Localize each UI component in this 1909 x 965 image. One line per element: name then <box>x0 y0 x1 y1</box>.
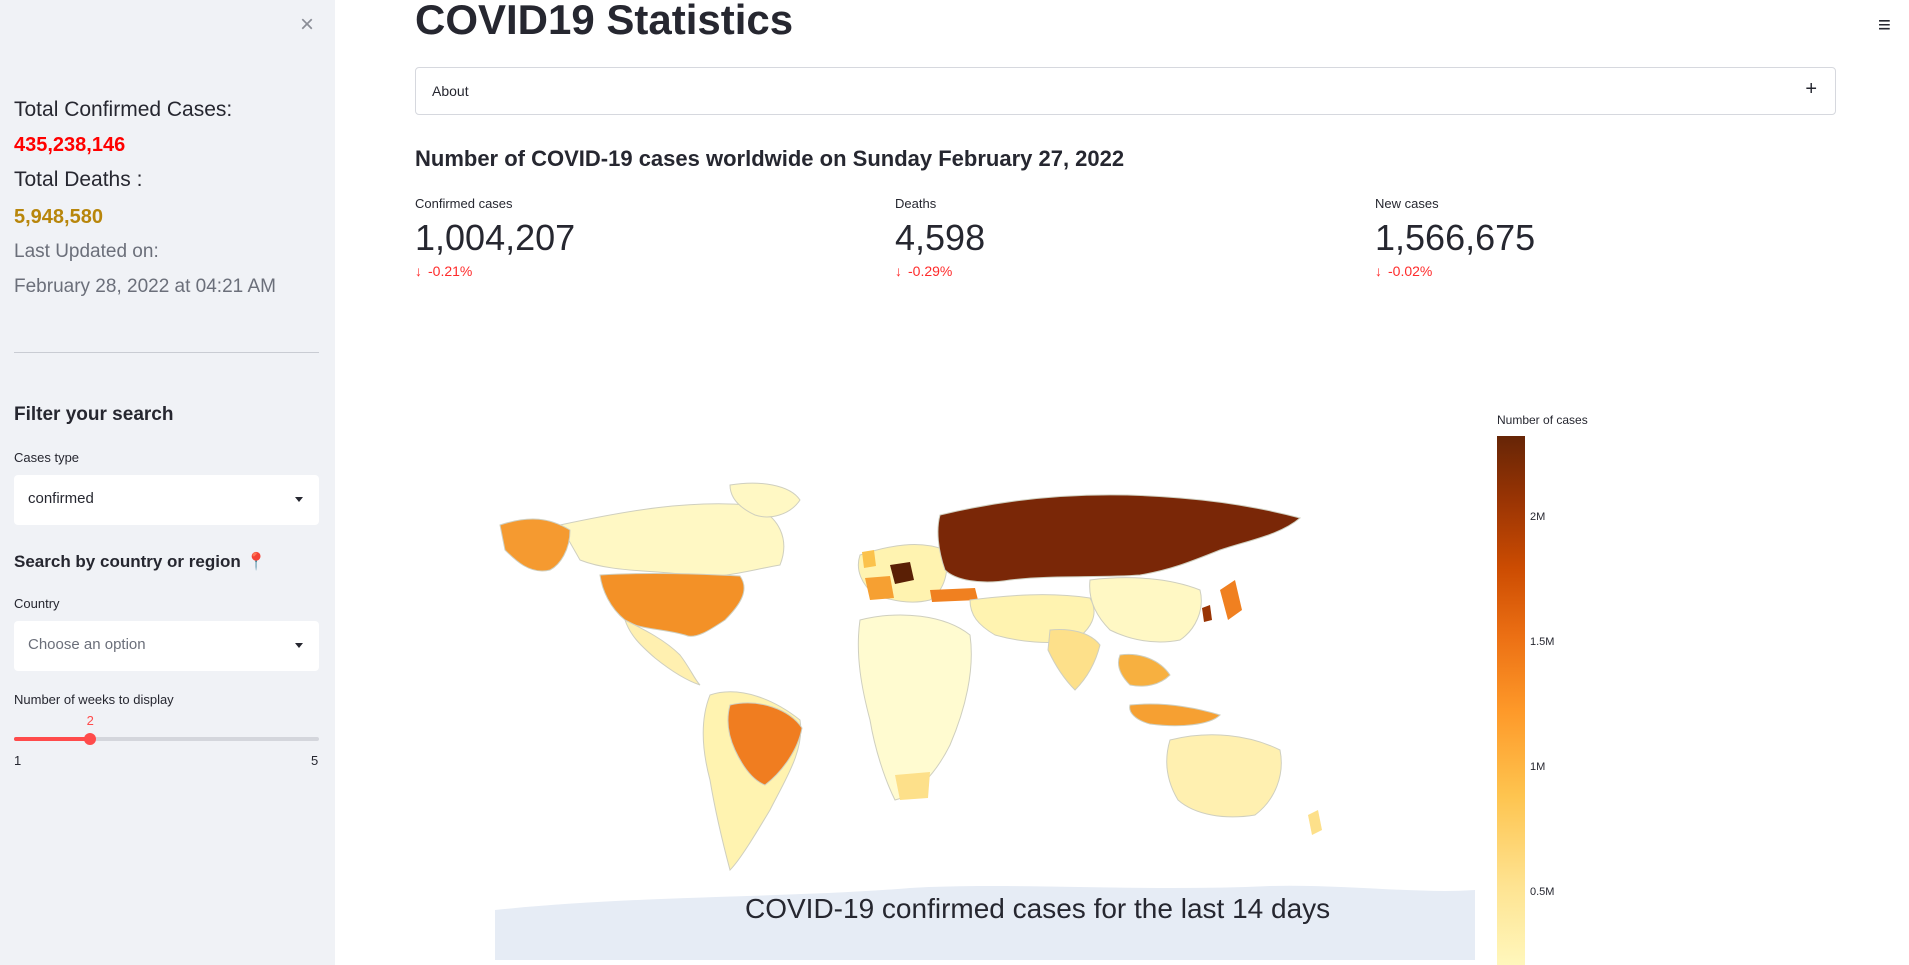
metric-delta: ↓ -0.02% <box>1375 263 1775 279</box>
metric-delta: ↓ -0.21% <box>415 263 815 279</box>
arrow-down-icon: ↓ <box>415 263 422 279</box>
metric-delta-value: -0.21% <box>428 263 473 279</box>
last-updated-label: Last Updated on: <box>14 241 159 262</box>
world-map-svg <box>495 482 1475 960</box>
weeks-label: Number of weeks to display <box>14 692 174 707</box>
metric-label: New cases <box>1375 196 1439 211</box>
cases-type-value: confirmed <box>28 490 94 507</box>
search-heading: Search by country or region 📍 <box>14 552 267 571</box>
brazil-shape <box>727 702 803 786</box>
hamburger-menu-icon[interactable]: ≡ <box>1878 12 1891 37</box>
sidebar-divider <box>14 352 319 353</box>
metric-confirmed: Confirmed cases 1,004,207 ↓ -0.21% <box>415 196 815 279</box>
slider-fill <box>14 737 91 741</box>
about-expander[interactable]: About + <box>415 67 1836 115</box>
colorbar-tick: 1.5M <box>1530 636 1555 648</box>
close-sidebar-icon[interactable]: × <box>299 11 314 38</box>
southeast-asia-shape <box>1117 653 1171 687</box>
slider-value: 2 <box>86 713 94 728</box>
russia-shape <box>937 494 1302 583</box>
total-deaths-value: 5,948,580 <box>14 206 103 228</box>
slider-thumb[interactable] <box>84 733 97 745</box>
slider-min-label: 1 <box>14 753 22 768</box>
chevron-down-icon <box>295 643 303 648</box>
metric-new-cases: New cases 1,566,675 ↓ -0.02% <box>1375 196 1775 279</box>
weeks-slider[interactable]: 2 <box>14 713 319 745</box>
africa-shape <box>857 614 972 801</box>
total-confirmed-label: Total Confirmed Cases: <box>14 98 233 121</box>
total-confirmed-value: 435,238,146 <box>14 134 126 156</box>
about-expander-label: About <box>432 83 469 99</box>
canada-shape <box>559 503 785 577</box>
france-shape <box>865 576 894 600</box>
last-updated-value: February 28, 2022 at 04:21 AM <box>14 276 276 297</box>
page-title: COVID19 Statistics <box>415 0 794 43</box>
mexico-shape <box>624 619 701 686</box>
south-africa-shape <box>895 772 930 800</box>
usa-shape <box>599 572 745 637</box>
japan-shape <box>1220 580 1242 620</box>
metric-delta-value: -0.29% <box>908 263 953 279</box>
china-shape <box>1089 577 1202 643</box>
metric-value: 1,566,675 <box>1375 217 1536 258</box>
total-deaths-label: Total Deaths : <box>14 168 143 191</box>
metric-delta-value: -0.02% <box>1388 263 1433 279</box>
metric-label: Confirmed cases <box>415 196 513 211</box>
indonesia-shape <box>1129 703 1221 727</box>
turkey-shape <box>930 588 978 602</box>
country-label: Country <box>14 596 60 611</box>
korea-shape <box>1202 605 1212 622</box>
filter-heading: Filter your search <box>14 404 174 425</box>
colorbar-tick: 1M <box>1530 761 1546 773</box>
world-choropleth-map[interactable] <box>490 480 1480 965</box>
colorbar-tick: 2M <box>1530 511 1546 523</box>
colorbar-title: Number of cases <box>1497 413 1588 427</box>
chevron-down-icon <box>295 497 303 502</box>
plus-icon: + <box>1805 78 1817 100</box>
metric-delta: ↓ -0.29% <box>895 263 1295 279</box>
cases-type-label: Cases type <box>14 450 80 465</box>
metric-value: 4,598 <box>895 217 986 258</box>
india-shape <box>1047 629 1101 691</box>
colorbar-tick: 0.5M <box>1530 886 1555 898</box>
australia-shape <box>1166 734 1282 818</box>
arrow-down-icon: ↓ <box>895 263 902 279</box>
colorbar <box>1497 436 1525 965</box>
country-placeholder: Choose an option <box>28 636 146 653</box>
arrow-down-icon: ↓ <box>1375 263 1382 279</box>
country-select[interactable]: Choose an option <box>14 621 319 671</box>
cases-subheading: Number of COVID-19 cases worldwide on Su… <box>415 146 1125 171</box>
germany-shape <box>890 562 914 584</box>
new-zealand-shape <box>1308 810 1322 835</box>
sidebar: × Total Confirmed Cases: 435,238,146 Tot… <box>0 0 335 965</box>
alaska-shape <box>499 518 571 572</box>
map-caption: COVID-19 confirmed cases for the last 14… <box>745 893 1331 924</box>
slider-max-label: 5 <box>311 753 319 768</box>
metric-deaths: Deaths 4,598 ↓ -0.29% <box>895 196 1295 279</box>
uk-shape <box>862 550 876 568</box>
cases-type-select[interactable]: confirmed <box>14 475 319 525</box>
greenland-shape <box>729 482 801 518</box>
metric-value: 1,004,207 <box>415 217 576 258</box>
metric-label: Deaths <box>895 196 937 211</box>
antarctica-shape <box>495 885 1475 960</box>
